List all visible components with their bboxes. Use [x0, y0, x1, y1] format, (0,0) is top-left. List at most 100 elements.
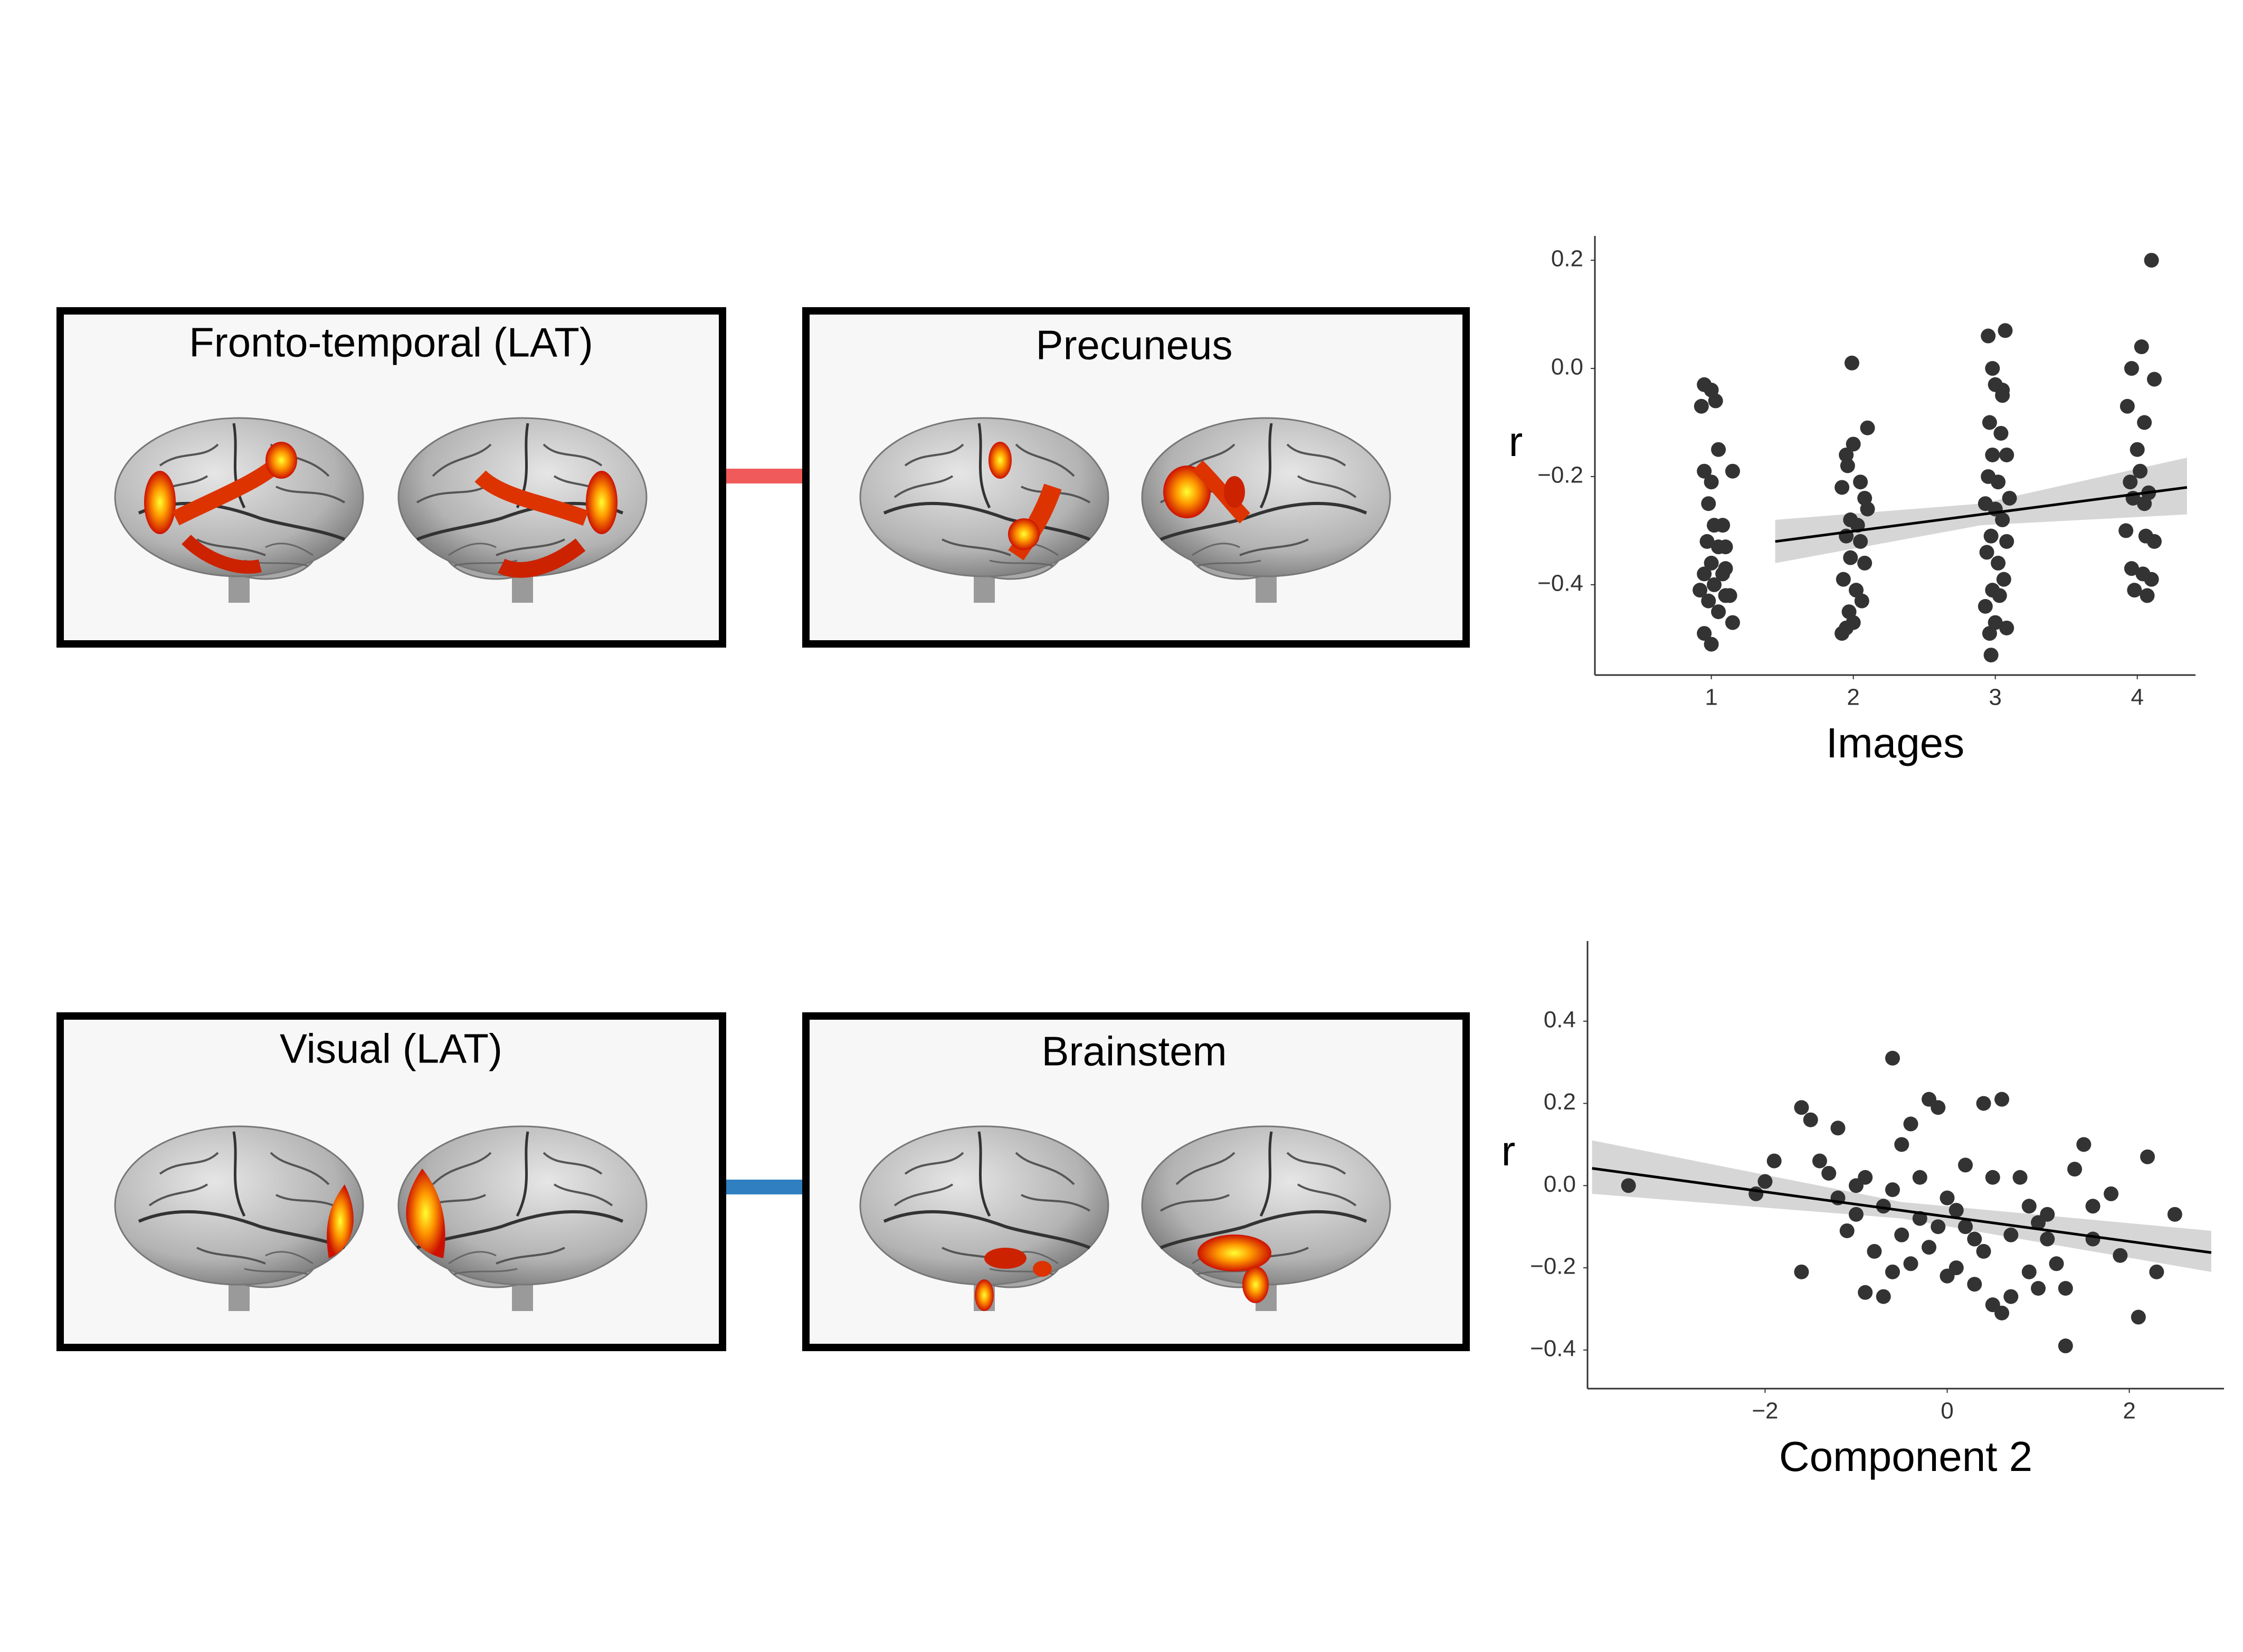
- data-point: [2040, 1207, 2055, 1222]
- data-point: [2149, 1264, 2164, 1279]
- data-point: [1706, 577, 1722, 592]
- data-point: [1858, 1285, 1873, 1300]
- data-point: [1860, 501, 1875, 517]
- data-point: [1983, 648, 1999, 663]
- data-point: [1711, 442, 1726, 457]
- data-point: [2076, 1137, 2092, 1152]
- data-point: [1821, 1165, 1837, 1181]
- data-point: [1903, 1116, 1918, 1132]
- data-point: [1848, 1207, 1864, 1222]
- data-point: [1725, 463, 1740, 479]
- data-point: [1931, 1100, 1946, 1115]
- data-point: [1983, 528, 1999, 544]
- y-axis-label: r: [1501, 1127, 1516, 1174]
- y-tick-label: 0.0: [1544, 1171, 1576, 1197]
- data-point: [1998, 323, 2013, 338]
- data-point: [1912, 1170, 1927, 1185]
- data-point: [1835, 480, 1850, 495]
- data-point: [1766, 1153, 1782, 1169]
- fit-line: [1592, 1167, 2212, 1254]
- data-point: [1701, 496, 1716, 511]
- data-point: [1994, 1091, 2010, 1107]
- data-point: [1992, 588, 2007, 603]
- data-point: [1699, 534, 1715, 549]
- data-point: [1694, 398, 1709, 414]
- data-point: [2040, 1231, 2055, 1247]
- data-point: [1757, 1174, 1773, 1189]
- data-point: [2167, 1207, 2182, 1222]
- data-point: [1999, 620, 2014, 635]
- data-point: [1849, 583, 1864, 598]
- data-point: [1976, 1096, 1991, 1111]
- data-point: [1843, 550, 1858, 565]
- data-point: [1894, 1227, 1909, 1242]
- data-point: [1722, 588, 1737, 603]
- data-point: [1860, 420, 1875, 435]
- brain-panel: Precuneus: [802, 307, 1470, 648]
- data-point: [2146, 534, 2162, 549]
- panel-title: Precuneus: [1036, 322, 1233, 368]
- data-point: [2113, 1248, 2128, 1263]
- brain-panel: Brainstem: [802, 1012, 1470, 1351]
- data-point: [1940, 1268, 1955, 1284]
- data-point: [2124, 561, 2139, 576]
- data-point: [1885, 1050, 1900, 1066]
- data-point: [2058, 1338, 2073, 1354]
- y-tick-label: −0.4: [1537, 571, 1583, 596]
- data-point: [2118, 523, 2134, 538]
- data-point: [1704, 555, 1719, 571]
- data-point: [2146, 372, 2162, 387]
- y-tick-label: 0.4: [1544, 1007, 1576, 1032]
- data-point: [1621, 1178, 1636, 1193]
- data-point: [1981, 328, 1996, 344]
- x-tick-label: 0: [1941, 1398, 1953, 1424]
- data-point: [1853, 534, 1868, 549]
- data-point: [2127, 583, 2142, 598]
- data-point: [2002, 490, 2017, 506]
- data-point: [1725, 615, 1740, 630]
- panel-title: Fronto-temporal (LAT): [189, 319, 593, 366]
- data-point: [1999, 447, 2014, 462]
- data-point: [1715, 518, 1731, 533]
- data-point: [2144, 572, 2159, 587]
- x-tick-label: 3: [1989, 685, 2001, 710]
- x-tick-label: −2: [1752, 1398, 1778, 1424]
- data-point: [1718, 561, 1733, 576]
- data-point: [2085, 1199, 2101, 1214]
- data-point: [1999, 534, 2014, 549]
- data-point: [1836, 572, 1851, 587]
- data-point: [2003, 1289, 2019, 1304]
- y-tick-label: −0.2: [1530, 1254, 1576, 1279]
- data-point: [1903, 1256, 1918, 1271]
- data-point: [2123, 474, 2138, 490]
- x-tick-label: 4: [2131, 685, 2143, 710]
- x-tick-label: 1: [1705, 685, 1717, 710]
- data-point: [1985, 1170, 2000, 1185]
- data-point: [1839, 1223, 1855, 1238]
- data-point: [2067, 1162, 2083, 1177]
- data-point: [1994, 1305, 2010, 1321]
- data-point: [1708, 393, 1723, 409]
- data-point: [1921, 1240, 1936, 1255]
- data-point: [1844, 355, 1859, 371]
- data-point: [2134, 339, 2149, 355]
- data-point: [1839, 447, 1854, 462]
- y-tick-label: 0.0: [1551, 354, 1583, 380]
- x-tick-label: 2: [1847, 685, 1859, 710]
- scatter-plot: −0.4 −0.2 0.0 0.2 1 2 3 4 Images r: [1509, 236, 2196, 766]
- data-point: [1835, 626, 1850, 641]
- data-point: [1958, 1219, 1973, 1235]
- data-point: [1718, 539, 1733, 555]
- data-point: [1812, 1153, 1827, 1169]
- fit-line: [1775, 486, 2188, 543]
- data-point: [2003, 1227, 2019, 1242]
- data-point: [1979, 545, 1994, 560]
- data-point: [1949, 1203, 1964, 1218]
- panel-title: Visual (LAT): [280, 1026, 502, 1072]
- data-point: [1885, 1264, 1900, 1279]
- data-point: [1976, 1243, 1991, 1259]
- data-point: [1697, 463, 1712, 479]
- data-point: [1697, 566, 1712, 582]
